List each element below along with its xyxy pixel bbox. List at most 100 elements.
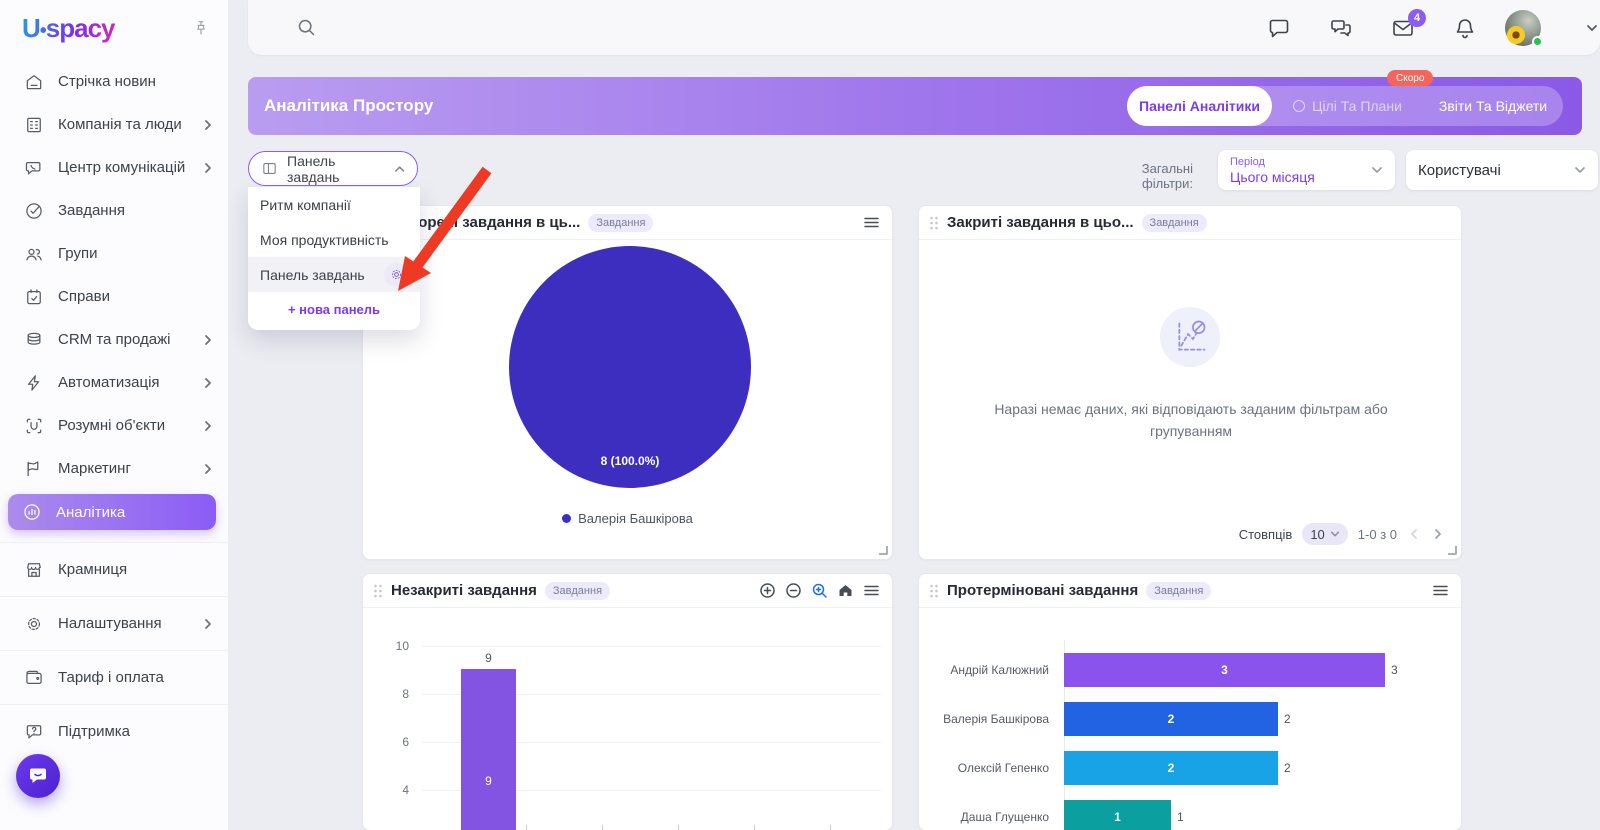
lock-ring-icon — [1293, 100, 1306, 112]
uspacy-logo[interactable]: U•spacy — [22, 12, 115, 43]
bar-valeriia[interactable]: 2 — [1064, 702, 1278, 736]
menu-item-task-board[interactable]: Панель завдань — [248, 257, 420, 292]
sidebar-footer-nav: Крамниця Налаштування Тариф і оплата Під… — [0, 542, 228, 758]
card-title: Протерміновані завдання — [947, 582, 1139, 599]
topbar: 4 — [248, 0, 1600, 55]
card-open-tasks: Незакриті завдання Завдання 10 8 6 4 9 9 — [362, 573, 893, 830]
tab-analytics-panels[interactable]: Панелі Аналітики — [1127, 86, 1272, 126]
bolt-icon — [24, 373, 44, 393]
smart-object-icon — [24, 416, 44, 436]
page-header-band: Аналітика Простору Скоро Панелі Аналітик… — [248, 70, 1582, 135]
category-label: Олексій Гепенко — [957, 761, 1049, 775]
sidebar-item-settings[interactable]: Налаштування — [0, 596, 228, 650]
topbar-icons: 4 — [1267, 0, 1599, 55]
entity-badge: Завдання — [588, 213, 654, 232]
drag-handle-icon[interactable] — [373, 584, 383, 598]
pie-chart[interactable] — [509, 246, 751, 488]
chevron-right-icon — [202, 420, 214, 432]
card-resize-handle[interactable] — [879, 546, 888, 555]
bar-oleksii[interactable]: 2 — [1064, 751, 1278, 785]
zoom-selection-icon[interactable] — [811, 582, 828, 599]
sidebar-item-activities[interactable]: Справи — [0, 275, 228, 318]
chevron-right-icon — [202, 119, 214, 131]
bell-icon[interactable] — [1453, 16, 1477, 40]
calendar-icon — [24, 287, 44, 307]
search-icon[interactable] — [296, 17, 317, 38]
live-chat-fab[interactable] — [16, 754, 60, 798]
bar-andrii[interactable]: 3 — [1064, 653, 1385, 687]
board-icon — [261, 160, 278, 177]
sidebar-item-company-people[interactable]: Компанія та люди — [0, 103, 228, 146]
sidebar-item-news-feed[interactable]: Стрічка новин — [0, 60, 228, 103]
shop-icon — [24, 560, 44, 580]
chevron-right-icon — [202, 334, 214, 346]
page-range: 1-0 з 0 — [1357, 526, 1397, 542]
zoom-in-icon[interactable] — [759, 582, 776, 599]
unread-count-badge: 4 — [1408, 8, 1426, 27]
users-filter-select[interactable]: Користувачі — [1406, 150, 1598, 190]
prev-page-icon[interactable] — [1407, 527, 1421, 541]
category-label: Андрій Калюжний — [950, 663, 1049, 677]
sidebar-item-billing[interactable]: Тариф і оплата — [0, 650, 228, 704]
board-selector-menu: Ритм компанії Моя продуктивність Панель … — [248, 187, 420, 330]
reset-home-icon[interactable] — [837, 582, 854, 599]
page-size-select[interactable]: 10 — [1302, 523, 1348, 545]
global-filters-label: Загальні фільтри: — [1141, 161, 1193, 191]
zoom-out-icon[interactable] — [785, 582, 802, 599]
y-axis-tick: 4 — [402, 783, 409, 797]
sidebar-item-support[interactable]: Підтримка — [0, 704, 228, 758]
chevron-right-icon — [202, 463, 214, 475]
board-selector-value: Панель завдань — [287, 152, 340, 185]
bar-value-label: 9 — [485, 651, 492, 665]
sidebar-item-marketing[interactable]: Маркетинг — [0, 447, 228, 490]
card-menu-icon[interactable] — [863, 214, 880, 231]
tab-reports-widgets[interactable]: Звіти Та Віджети — [1438, 98, 1548, 114]
wallet-icon — [24, 668, 44, 688]
sidebar-item-analytics[interactable]: Аналітика — [8, 494, 216, 530]
menu-item-my-productivity[interactable]: Моя продуктивність — [260, 231, 389, 248]
home-icon — [24, 72, 44, 92]
period-filter-select[interactable]: Період Цього місяця — [1218, 150, 1395, 190]
sidebar-item-groups[interactable]: Групи — [0, 232, 228, 275]
legend-label: Валерія Башкірова — [578, 511, 693, 526]
legend-dot — [562, 514, 572, 523]
sidebar-item-crm-sales[interactable]: CRM та продажі — [0, 318, 228, 361]
board-settings-gear-icon[interactable] — [384, 262, 408, 287]
building-icon — [24, 115, 44, 135]
card-resize-handle[interactable] — [1448, 546, 1457, 555]
pin-sidebar-icon[interactable] — [192, 19, 210, 37]
y-axis-tick: 6 — [402, 735, 409, 749]
entity-badge: Завдання — [544, 581, 611, 600]
chat-bubble-icon — [30, 768, 46, 783]
board-selector[interactable]: Панель завдань — [248, 151, 418, 186]
card-title: Незакриті завдання — [391, 582, 537, 599]
columns-label: Стовпців — [1238, 526, 1293, 542]
menu-item-company-rhythm[interactable]: Ритм компанії — [260, 196, 351, 213]
next-page-icon[interactable] — [1431, 527, 1445, 541]
user-avatar[interactable] — [1505, 9, 1543, 47]
sidebar-item-tasks[interactable]: Завдання — [0, 189, 228, 232]
card-created-tasks: Створені завдання в ць... Завдання 8 (10… — [362, 205, 893, 560]
drag-handle-icon[interactable] — [929, 216, 939, 230]
user-menu-chevron-icon[interactable] — [1585, 21, 1599, 35]
sidebar-item-marketplace[interactable]: Крамниця — [0, 542, 228, 596]
new-board-button[interactable]: + нова панель — [287, 301, 381, 317]
chats-icon[interactable] — [1329, 16, 1353, 40]
drag-handle-icon[interactable] — [929, 584, 939, 598]
card-closed-tasks: Закриті завдання в цьо... Завдання Нараз… — [918, 205, 1462, 560]
sidebar-item-automation[interactable]: Автоматизація — [0, 361, 228, 404]
sidebar-nav: Стрічка новин Компанія та люди Центр ком… — [0, 60, 228, 530]
comment-icon[interactable] — [1267, 16, 1291, 40]
online-status-dot — [1532, 35, 1543, 47]
mail-icon[interactable]: 4 — [1391, 8, 1426, 40]
card-menu-icon[interactable] — [1432, 582, 1449, 599]
sidebar-item-communication-center[interactable]: Центр комунікацій — [0, 146, 228, 189]
sidebar-item-smart-objects[interactable]: Розумні об'єкти — [0, 404, 228, 447]
y-axis-tick: 8 — [402, 687, 409, 701]
entity-badge: Завдання — [1146, 581, 1212, 600]
bar-end-label: 3 — [1391, 663, 1398, 677]
period-caption: Період — [1230, 155, 1265, 168]
bar-dasha[interactable]: 1 — [1064, 800, 1171, 830]
card-menu-icon[interactable] — [863, 582, 880, 599]
bar-valeriia[interactable]: 9 — [461, 669, 516, 830]
